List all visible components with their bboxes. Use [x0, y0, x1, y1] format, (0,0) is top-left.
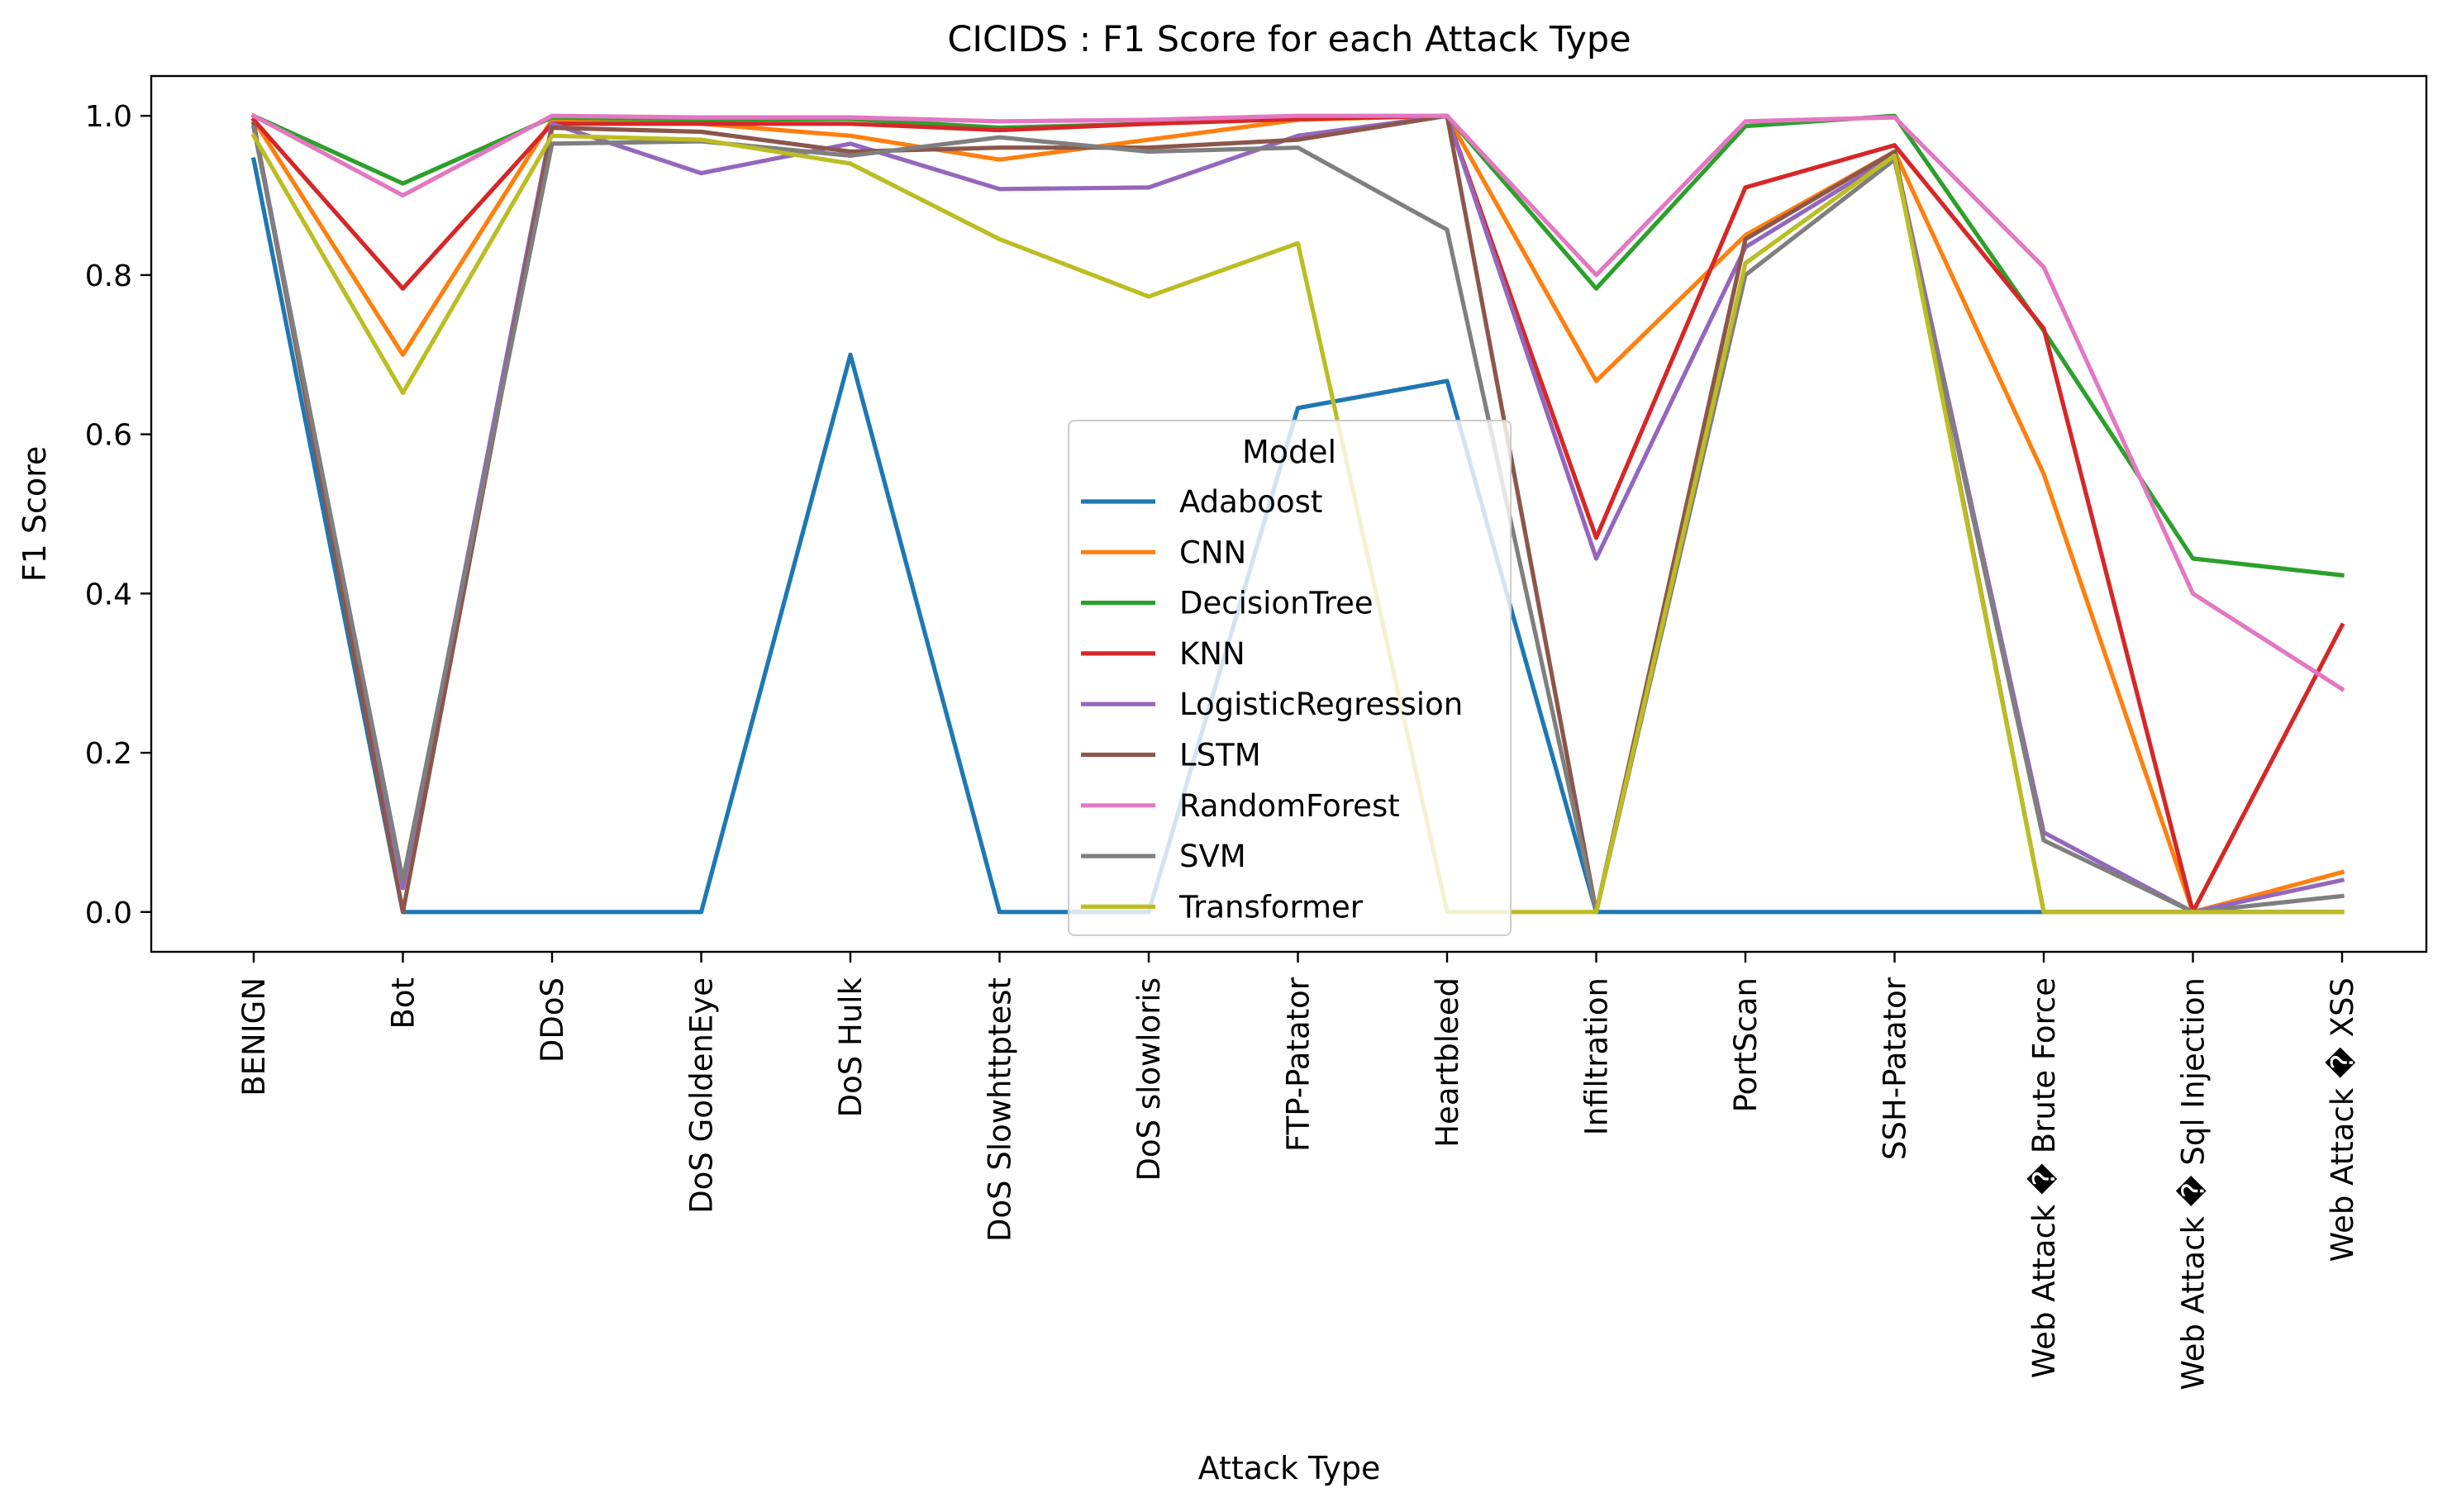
y-tick-label: 0.8	[85, 259, 132, 293]
series-line-knn	[250, 113, 2345, 915]
y-tick-label: 1.0	[85, 100, 132, 134]
legend-label-logisticregression: LogisticRegression	[1179, 687, 1463, 722]
y-tick-label: 0.0	[85, 896, 132, 930]
x-tick-label: PortScan	[1728, 977, 1764, 1112]
x-axis-label: Attack Type	[1198, 1450, 1381, 1486]
legend-label-decisiontree: DecisionTree	[1179, 586, 1374, 621]
legend-label-svm: SVM	[1179, 839, 1246, 874]
series-line-adaboost	[250, 157, 2345, 915]
x-tick-label: DDoS	[535, 977, 570, 1063]
series-line-transformer	[250, 132, 2345, 915]
legend: Model Adaboost CNN DecisionTree KNN Logistic…	[1068, 420, 1512, 936]
x-tick-label: DoS GoldenEye	[684, 977, 720, 1214]
y-tick-label: 0.4	[85, 578, 132, 611]
legend-box	[1068, 420, 1512, 936]
legend-title: Model	[1242, 434, 1336, 470]
x-tick-label: SSH-Patator	[1878, 977, 1913, 1160]
y-tick-label: 0.2	[85, 737, 132, 771]
x-tick-label: Heartbleed	[1430, 977, 1465, 1148]
x-tick-label: DoS Hulk	[833, 977, 869, 1117]
series-line-svm	[250, 125, 2345, 915]
legend-label-knn: KNN	[1179, 636, 1245, 672]
x-tick-label: FTP-Patator	[1281, 977, 1316, 1152]
x-tick-label: Web Attack � Brute Force	[2026, 977, 2062, 1378]
x-tick-label: DoS slowloris	[1131, 977, 1167, 1182]
y-tick-label: 0.6	[85, 419, 132, 453]
x-tick-label: Web Attack � XSS	[2325, 977, 2360, 1262]
legend-label-randomforest: RandomForest	[1179, 788, 1400, 824]
legend-label-lstm: LSTM	[1179, 738, 1261, 773]
x-tick-label: Web Attack � Sql Injection	[2176, 977, 2212, 1391]
x-tick-label: Infiltration	[1579, 977, 1615, 1135]
legend-label-adaboost: Adaboost	[1179, 484, 1322, 520]
plot-frame	[150, 74, 2428, 953]
y-axis-label: F1 Score	[17, 446, 53, 582]
x-tick-label: BENIGN	[236, 977, 272, 1096]
x-tick-label: DoS Slowhttptest	[983, 977, 1018, 1242]
x-tick-label: Bot	[386, 977, 421, 1029]
legend-label-cnn: CNN	[1179, 535, 1246, 570]
series-line-randomforest	[250, 112, 2345, 692]
legend-label-transformer: Transformer	[1178, 889, 1364, 925]
chart-title: CICIDS : F1 Score for each Attack Type	[947, 19, 1631, 60]
y-axis: 0.0 0.2 0.4 0.6 0.8 1.0	[85, 100, 151, 930]
plot-area	[250, 112, 2345, 915]
x-axis: BENIGN Bot DDoS DoS GoldenEye DoS Hulk DoS Sl…	[236, 952, 2360, 1391]
